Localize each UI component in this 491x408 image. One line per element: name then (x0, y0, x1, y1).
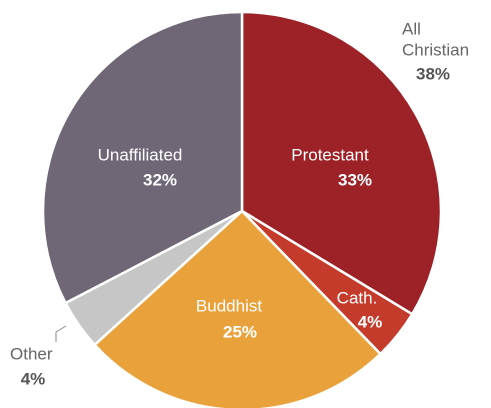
annotation-line: All (402, 19, 421, 38)
slice-label: Buddhist (196, 296, 262, 315)
pie (41, 10, 443, 408)
slice-value-label: 4% (358, 312, 383, 331)
slice-label: Cath. (337, 288, 378, 307)
slice-label: Unaffiliated (98, 145, 183, 164)
annotation-value: 38% (416, 64, 450, 83)
slice-value-label: 33% (338, 170, 372, 189)
annotation-line: Christian (402, 40, 469, 59)
slice-label: Other (10, 344, 53, 363)
pie-slice (92, 209, 383, 408)
slice-label: Protestant (291, 145, 369, 164)
labels: Protestant 33% Cath. 4% Buddhist 25% Other 4% Un… (10, 145, 382, 388)
slice-value-label: 25% (223, 322, 257, 341)
slice-value-label: 32% (143, 170, 177, 189)
divider (241, 210, 413, 316)
pie-slice (240, 10, 443, 316)
leader-line (55, 325, 67, 342)
slice-value-label: 4% (21, 369, 46, 388)
pie-slice (41, 10, 244, 305)
